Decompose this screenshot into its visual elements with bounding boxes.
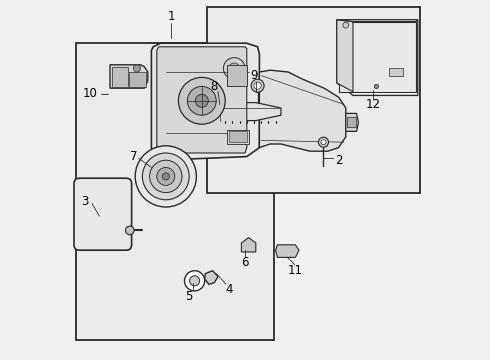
Polygon shape [151,43,259,160]
Polygon shape [337,20,418,22]
Circle shape [135,146,196,207]
Circle shape [187,86,216,115]
Circle shape [162,173,170,180]
Polygon shape [205,101,281,122]
Circle shape [254,82,261,89]
Circle shape [229,63,240,74]
Text: 11: 11 [288,264,303,276]
Text: 7: 7 [130,150,137,163]
Polygon shape [110,65,148,88]
Bar [112,67,128,87]
Text: 5: 5 [186,291,193,303]
Polygon shape [339,22,416,92]
Text: 6: 6 [241,256,249,269]
Circle shape [374,84,379,89]
Text: 12: 12 [366,98,380,111]
Polygon shape [337,20,418,95]
Polygon shape [205,271,218,284]
Bar [227,65,247,86]
Circle shape [190,276,199,286]
Circle shape [321,140,326,145]
Circle shape [143,153,189,200]
Circle shape [251,79,264,92]
Text: 10: 10 [83,87,98,100]
Text: 8: 8 [211,80,218,93]
Polygon shape [346,113,358,131]
Text: 1: 1 [168,10,175,23]
Bar [76,43,274,340]
Bar [207,7,419,193]
FancyBboxPatch shape [74,178,132,250]
Text: 2: 2 [335,154,343,167]
Polygon shape [275,245,299,257]
Bar [346,117,356,127]
Circle shape [125,226,134,235]
Circle shape [178,77,225,124]
Polygon shape [157,47,247,153]
Circle shape [223,58,245,79]
Circle shape [133,65,141,72]
Circle shape [196,94,208,107]
Bar [129,72,146,87]
Circle shape [185,271,205,291]
Text: 4: 4 [225,283,233,296]
Bar [229,131,247,142]
Circle shape [149,160,182,193]
Circle shape [318,137,328,147]
Polygon shape [242,238,256,252]
Circle shape [157,167,175,185]
Bar [227,130,248,144]
Polygon shape [337,20,353,92]
Polygon shape [259,70,346,151]
Circle shape [343,22,349,28]
Bar [389,68,403,76]
Text: 9: 9 [250,69,258,82]
Text: 3: 3 [81,195,89,208]
